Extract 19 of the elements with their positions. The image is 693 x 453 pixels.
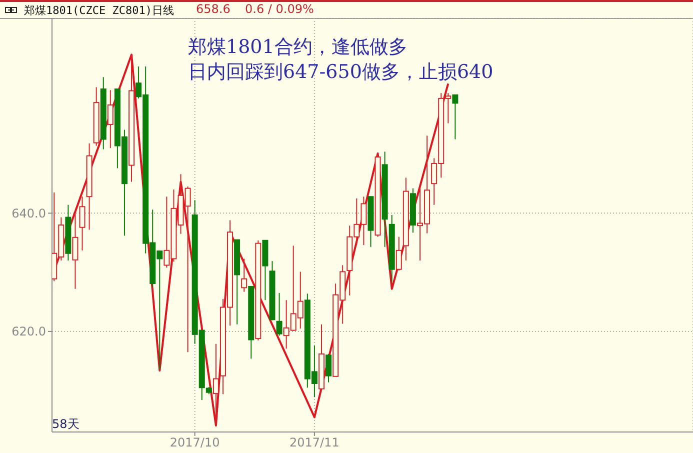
candlestick	[276, 292, 282, 336]
annotation: 日内回踩到647-650做多，止损640	[188, 60, 494, 85]
candlestick	[326, 353, 332, 383]
x-tick-label: 2017/10	[170, 436, 220, 450]
candlestick	[452, 94, 458, 140]
candlestick	[396, 236, 402, 272]
candlestick	[107, 90, 114, 149]
x-tick-label: 2017/11	[290, 436, 340, 450]
y-tick-label: 620.0	[12, 324, 46, 339]
candlestick	[79, 196, 86, 251]
candlestick	[72, 212, 78, 290]
candlestick	[241, 258, 248, 292]
candlestick	[212, 343, 219, 426]
text: 658.6	[196, 2, 230, 16]
annotation: 郑煤1801合约，逢低做多	[188, 35, 408, 60]
annotation: 58天	[52, 416, 80, 433]
text: 0.6 / 0.09%	[245, 2, 314, 16]
chart-title: 郑煤1801(CZCE ZC801)日线	[24, 3, 174, 18]
y-tick-label: 640.0	[12, 206, 46, 220]
